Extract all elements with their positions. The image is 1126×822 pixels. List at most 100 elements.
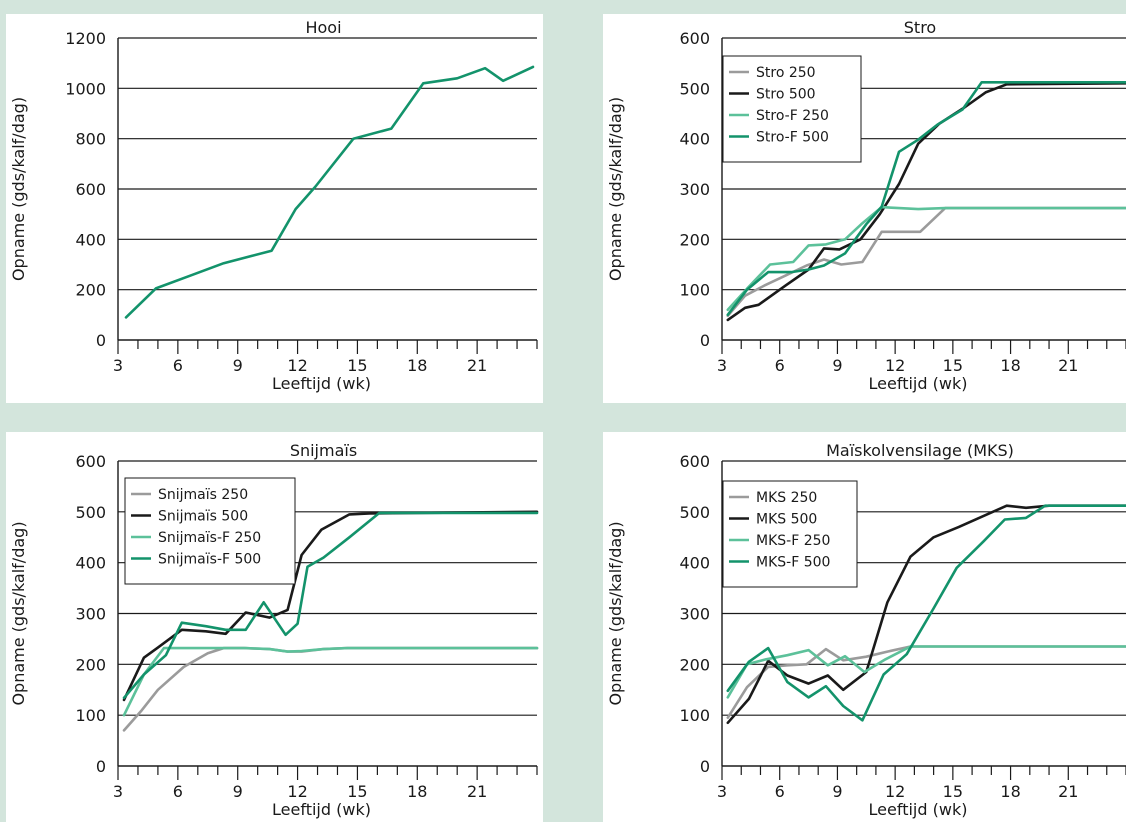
legend-label: MKS-F 500 (756, 555, 830, 571)
x-tick-label: 18 (407, 356, 427, 375)
chart-panel-hooi: 3 6 9 12 15 18 21 0 200 400 600 800 1000 1200 Leeftijd… (6, 14, 543, 403)
series-line-stro-f-500 (726, 81, 1126, 317)
chart-svg-hooi: 3 6 9 12 15 18 21 0 200 400 600 800 1000 1200 Leeftijd… (9, 18, 538, 393)
series-line-stro-500 (726, 82, 1126, 322)
y-tick-label: 400 (679, 554, 710, 573)
series-line-snijma-s-250 (122, 646, 539, 732)
x-tick-label: 12 (885, 782, 905, 801)
chart-title: Maïskolvensilage (MKS) (826, 441, 1014, 460)
y-tick-label: 600 (75, 452, 106, 471)
x-tick-label: 18 (1000, 356, 1020, 375)
y-tick-label: 400 (75, 554, 106, 573)
y-tick-label: 500 (679, 503, 710, 522)
legend-label: Snijmaïs-F 250 (158, 530, 261, 546)
x-tick-label: 3 (113, 782, 123, 801)
chart-svg-stro: 3 6 9 12 15 18 21 0 100 200 300 400 500 600 Leeftijd (… (606, 18, 1126, 393)
legend-label: Stro 250 (756, 65, 816, 81)
legend-label: Stro-F 250 (756, 108, 829, 124)
chart-panel-snijmais: 3 6 9 12 15 18 21 0 100 200 300 400 500 600 Leeftijd (… (6, 432, 543, 822)
x-tick-label: 6 (775, 782, 785, 801)
x-tick-label: 9 (832, 782, 842, 801)
legend-label: MKS 250 (756, 490, 817, 506)
y-tick-label: 200 (75, 655, 106, 674)
y-tick-label: 600 (679, 452, 710, 471)
x-tick-label: 6 (173, 356, 183, 375)
x-tick-label: 15 (943, 782, 963, 801)
y-tick-label: 0 (700, 331, 710, 350)
y-tick-label: 600 (679, 29, 710, 48)
legend-label: Snijmaïs 250 (158, 487, 248, 503)
y-tick-label: 100 (679, 706, 710, 725)
legend-label: MKS-F 250 (756, 533, 830, 549)
y-tick-label: 0 (700, 757, 710, 776)
y-tick-label: 800 (75, 130, 106, 149)
x-tick-label: 21 (1058, 782, 1078, 801)
legend-label: Stro 500 (756, 87, 816, 103)
y-tick-label: 500 (679, 79, 710, 98)
y-axis-title: Opname (gds/kalf/dag) (606, 97, 625, 281)
chart-panel-mks: 3 6 9 12 15 18 21 0 100 200 300 400 500 600 Leeftijd (… (603, 432, 1126, 822)
x-tick-label: 18 (407, 782, 427, 801)
series-line-mks-f-250 (726, 645, 1126, 699)
y-tick-label: 600 (75, 180, 106, 199)
legend-box (722, 55, 862, 163)
legend-label: Snijmaïs 500 (158, 509, 248, 525)
chart-svg-mks: 3 6 9 12 15 18 21 0 100 200 300 400 500 600 Leeftijd (… (606, 441, 1126, 819)
x-tick-label: 3 (717, 356, 727, 375)
x-tick-label: 12 (287, 356, 307, 375)
y-axis-title: Opname (gds/kalf/dag) (606, 521, 625, 705)
y-tick-label: 1200 (65, 29, 106, 48)
y-tick-label: 200 (679, 655, 710, 674)
x-tick-label: 21 (467, 356, 487, 375)
x-tick-label: 9 (832, 356, 842, 375)
legend-label: MKS 500 (756, 512, 817, 528)
x-tick-label: 12 (885, 356, 905, 375)
y-tick-label: 300 (75, 605, 106, 624)
y-tick-label: 400 (679, 130, 710, 149)
x-axis-title: Leeftijd (wk) (272, 800, 371, 819)
x-axis-title: Leeftijd (wk) (272, 374, 371, 393)
x-tick-label: 9 (233, 356, 243, 375)
legend-box (124, 477, 296, 585)
legend-label: Stro-F 500 (756, 130, 829, 146)
y-tick-label: 100 (75, 706, 106, 725)
series-line-stro-f-250 (726, 205, 1126, 312)
x-tick-label: 12 (287, 782, 307, 801)
y-tick-label: 100 (679, 281, 710, 300)
legend-label: Snijmaïs-F 500 (158, 552, 261, 568)
chart-panel-stro: 3 6 9 12 15 18 21 0 100 200 300 400 500 600 Leeftijd (… (603, 14, 1126, 403)
series-line-snijma-s-500 (122, 510, 539, 702)
y-tick-label: 300 (679, 605, 710, 624)
x-tick-label: 15 (943, 356, 963, 375)
y-tick-label: 0 (96, 757, 106, 776)
x-tick-label: 6 (775, 356, 785, 375)
chart-svg-snijmais: 3 6 9 12 15 18 21 0 100 200 300 400 500 600 Leeftijd (… (9, 441, 539, 819)
x-tick-label: 3 (717, 782, 727, 801)
x-tick-label: 21 (1058, 356, 1078, 375)
chart-title: Hooi (305, 18, 341, 37)
x-tick-label: 9 (233, 782, 243, 801)
chart-title: Stro (904, 18, 936, 37)
legend-box (722, 480, 858, 588)
x-tick-label: 3 (113, 356, 123, 375)
chart-title: Snijmaïs (290, 441, 357, 460)
x-tick-label: 15 (347, 356, 367, 375)
series-line-hooi (124, 65, 535, 319)
y-tick-label: 1000 (65, 79, 106, 98)
x-tick-label: 18 (1000, 782, 1020, 801)
x-axis-title: Leeftijd (wk) (869, 374, 968, 393)
y-tick-label: 400 (75, 230, 106, 249)
x-tick-label: 6 (173, 782, 183, 801)
series-line-mks-f-500 (726, 504, 1126, 722)
y-axis-title: Opname (gds/kalf/dag) (9, 97, 28, 281)
y-axis-title: Opname (gds/kalf/dag) (9, 521, 28, 705)
x-tick-label: 15 (347, 782, 367, 801)
x-tick-label: 21 (467, 782, 487, 801)
y-tick-label: 300 (679, 180, 710, 199)
y-tick-label: 200 (75, 281, 106, 300)
y-tick-label: 500 (75, 503, 106, 522)
y-tick-label: 200 (679, 230, 710, 249)
y-tick-label: 0 (96, 331, 106, 350)
series-line-snijma-s-f-250 (122, 646, 539, 717)
